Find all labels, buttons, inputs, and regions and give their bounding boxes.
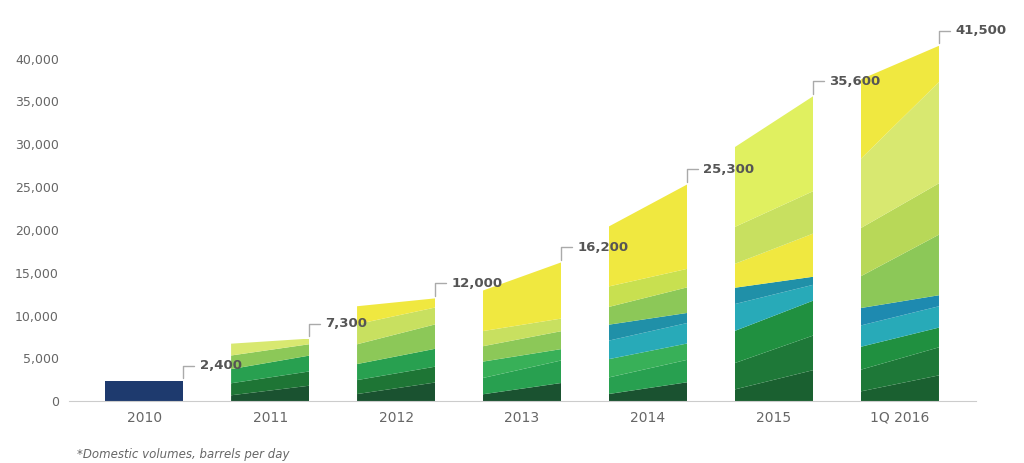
Text: 16,200: 16,200 [561,241,629,260]
Polygon shape [609,313,687,341]
Bar [105,381,183,401]
Polygon shape [861,327,939,369]
Polygon shape [231,344,309,369]
Polygon shape [609,184,687,287]
Polygon shape [483,331,561,362]
Polygon shape [357,307,435,344]
Polygon shape [861,306,939,347]
Polygon shape [357,298,435,324]
Polygon shape [735,285,813,331]
Polygon shape [735,370,813,401]
Polygon shape [231,356,309,383]
Polygon shape [735,277,813,304]
Text: 7,300: 7,300 [309,317,368,336]
Polygon shape [231,386,309,401]
Polygon shape [357,325,435,364]
Polygon shape [483,263,561,331]
Polygon shape [609,288,687,325]
Text: *Domestic volumes, barrels per day: *Domestic volumes, barrels per day [77,448,290,461]
Polygon shape [357,367,435,394]
Polygon shape [735,191,813,264]
Polygon shape [357,382,435,401]
Polygon shape [609,382,687,401]
Polygon shape [861,235,939,308]
Polygon shape [735,234,813,288]
Polygon shape [609,269,687,307]
Polygon shape [483,319,561,346]
Polygon shape [231,338,309,356]
Polygon shape [483,383,561,401]
Text: 12,000: 12,000 [435,277,503,295]
Polygon shape [861,375,939,401]
Polygon shape [483,349,561,378]
Text: 41,500: 41,500 [939,24,1007,43]
Text: 25,300: 25,300 [687,163,755,181]
Polygon shape [357,349,435,380]
Polygon shape [609,323,687,359]
Polygon shape [735,336,813,389]
Polygon shape [483,361,561,394]
Polygon shape [861,347,939,391]
Polygon shape [735,300,813,363]
Polygon shape [609,344,687,377]
Text: 35,600: 35,600 [813,75,881,94]
Polygon shape [861,82,939,228]
Polygon shape [861,295,939,325]
Polygon shape [609,360,687,394]
Polygon shape [231,371,309,395]
Polygon shape [861,183,939,276]
Polygon shape [861,46,939,159]
Polygon shape [735,96,813,227]
Text: 2,400: 2,400 [183,359,242,378]
